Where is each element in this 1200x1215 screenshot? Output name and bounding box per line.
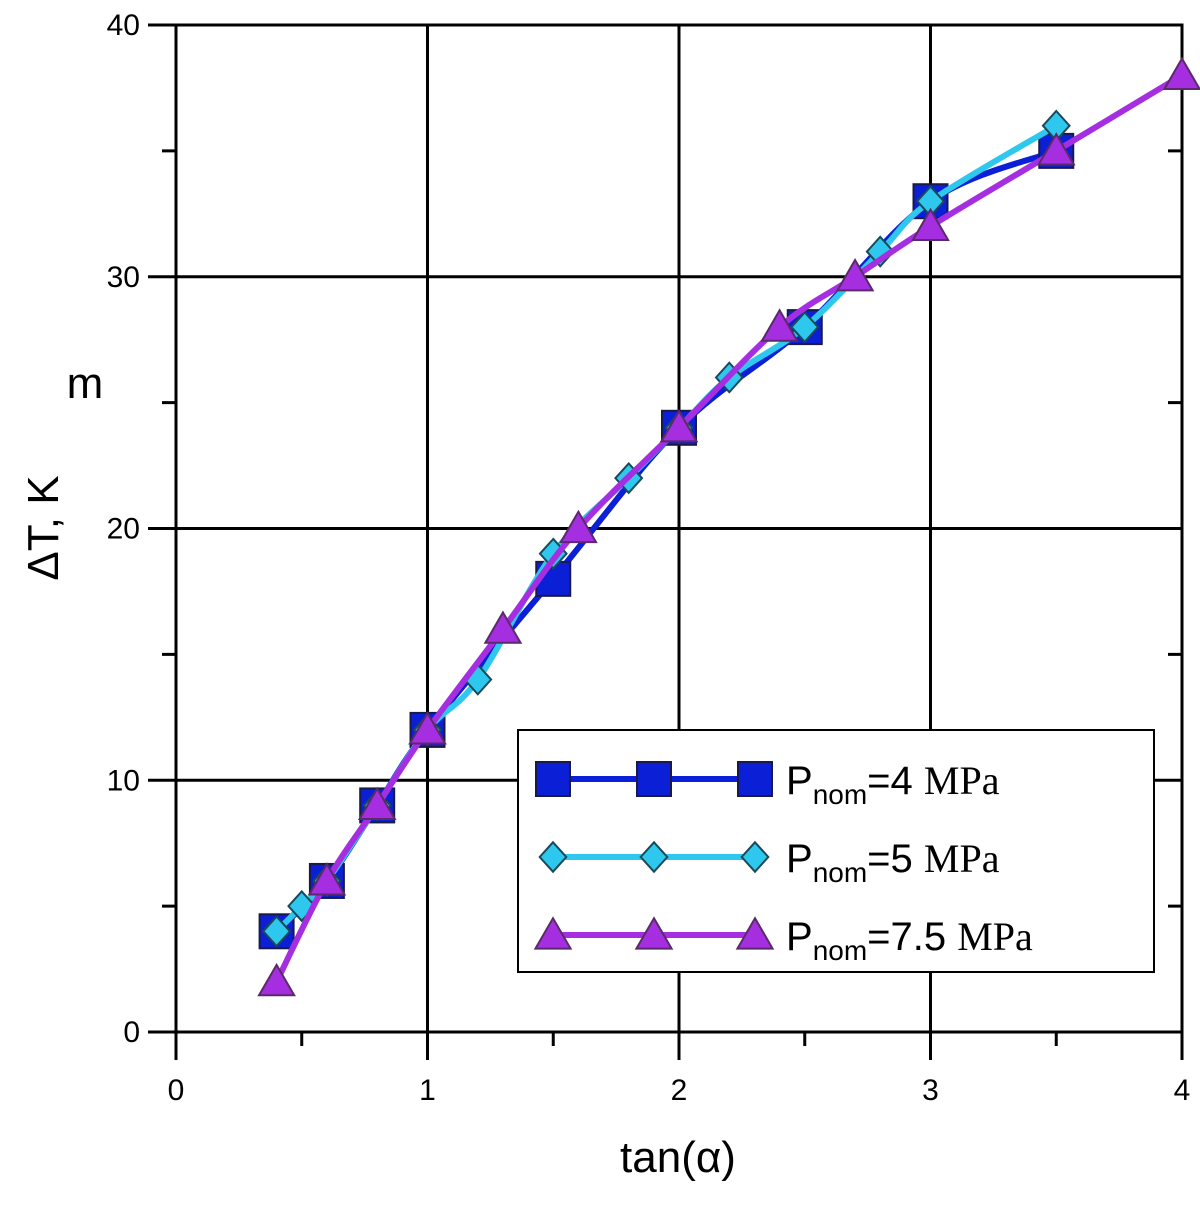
series-lines (257, 56, 1200, 997)
legend-label-subscript: nom (813, 935, 867, 966)
legend-item-2: Pnom=5 MPa (538, 836, 1000, 888)
legend-label-unit: MPa (924, 758, 1000, 803)
data-point (911, 207, 950, 241)
legend-marker (533, 916, 573, 950)
legend-label-main: P (786, 759, 813, 803)
legend-label: Pnom=5 MPa (786, 836, 1000, 888)
legend-marker (636, 761, 672, 797)
data-point (257, 962, 296, 997)
legend-label-value: =7.5 (867, 915, 957, 959)
x-tick-label: 3 (922, 1074, 939, 1107)
legend-marker (740, 840, 770, 874)
y-tick-label: 20 (107, 513, 140, 546)
legend-marker (535, 761, 571, 797)
legend-label-unit: MPa (924, 836, 1000, 881)
legend-marker (634, 916, 674, 950)
data-point (760, 308, 799, 342)
y-tick-label: 40 (107, 9, 140, 42)
legend-label-unit: MPa (957, 914, 1033, 959)
x-axis-label: tan(α) (620, 1133, 736, 1182)
legend-marker (639, 840, 669, 874)
legend-label-value: =5 (867, 837, 924, 881)
legend-marker (737, 761, 773, 797)
y-axis-label: ΔT, K (19, 475, 68, 580)
data-point (307, 862, 347, 896)
legend-label-subscript: nom (813, 779, 867, 810)
data-point (790, 310, 820, 344)
y-tick-label: 0 (123, 1016, 140, 1049)
data-point (483, 610, 523, 644)
x-tick-label: 2 (671, 1074, 688, 1107)
legend-marker (735, 916, 775, 950)
x-tick-label: 4 (1174, 1074, 1191, 1107)
data-point (357, 786, 397, 821)
legend-label-main: P (786, 915, 813, 959)
data-point (1162, 56, 1200, 90)
legend-item-1: Pnom=4 MPa (535, 758, 1000, 810)
legend-label-main: P (786, 837, 813, 881)
plot-frame (148, 23, 1184, 1060)
data-point (865, 235, 895, 268)
legend-label-subscript: nom (813, 857, 867, 888)
legend-item-3: Pnom=7.5 MPa (533, 914, 1033, 966)
legend-marker (538, 840, 568, 874)
data-point (1036, 132, 1076, 166)
data-point (408, 711, 447, 745)
legend-box (517, 729, 1155, 973)
x-tick-label: 1 (419, 1074, 436, 1107)
data-point (261, 915, 292, 948)
data-point (559, 509, 598, 544)
x-tick-label: 0 (168, 1074, 185, 1107)
data-point (835, 257, 875, 292)
y-tick-label: 30 (107, 261, 140, 294)
axis-annotation: m (67, 359, 104, 408)
y-tick-label: 10 (107, 764, 140, 797)
legend-label-value: =4 (867, 759, 924, 803)
legend-label: Pnom=4 MPa (786, 758, 1000, 810)
data-point (659, 409, 699, 443)
series-3 (257, 56, 1200, 997)
legend-label: Pnom=7.5 MPa (786, 914, 1033, 966)
